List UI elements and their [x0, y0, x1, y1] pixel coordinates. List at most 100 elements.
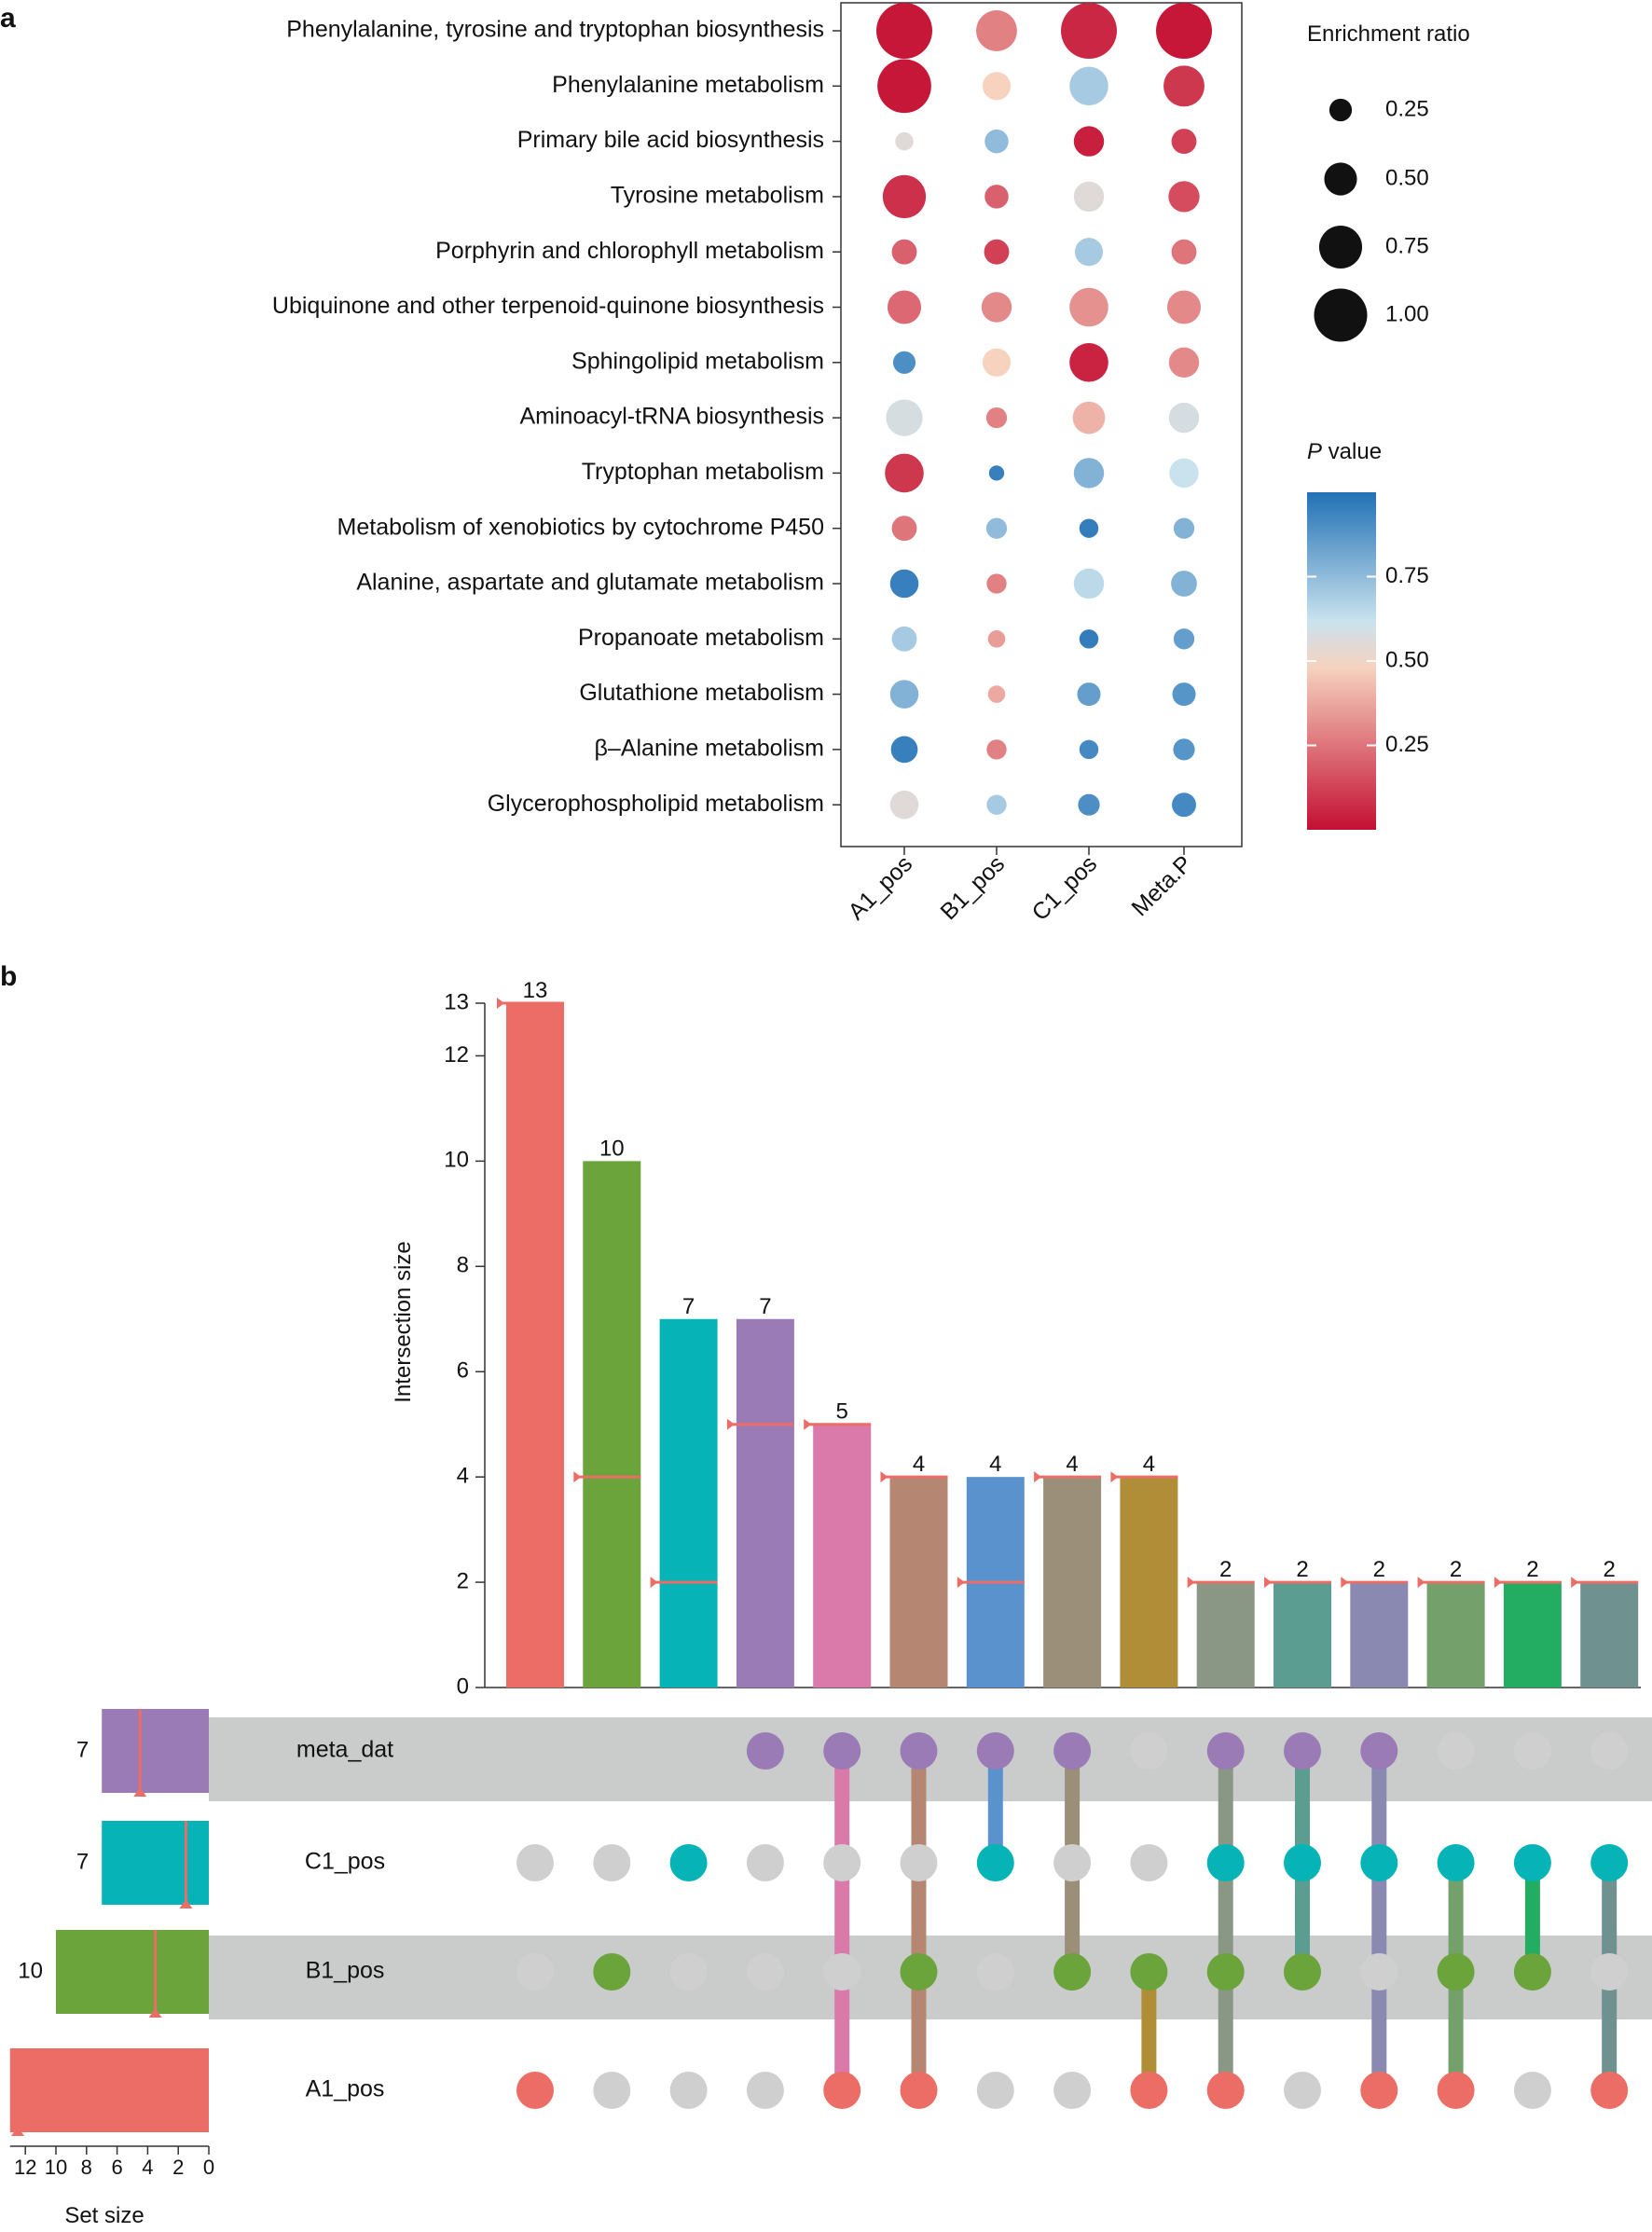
membership-dot-empty — [1437, 1732, 1475, 1770]
intersection-bar — [889, 1477, 948, 1688]
bubble-plot-frame — [840, 2, 1243, 847]
bubble-chart: Phenylalanine, tyrosine and tryptophan b… — [272, 2, 1243, 926]
bubble — [885, 453, 924, 493]
membership-connector — [1371, 1751, 1387, 2090]
pathway-label: Sphingolipid metabolism — [571, 348, 824, 374]
bar-value-label: 2 — [1604, 1557, 1616, 1582]
bubble — [889, 569, 919, 599]
membership-dot-active — [669, 1844, 708, 1881]
query-triangle — [1571, 1577, 1579, 1589]
y-tick-label: 12 — [444, 1042, 469, 1068]
set-size-tick-label: 12 — [14, 2156, 36, 2179]
set-size-bar — [102, 1709, 209, 1793]
bubble — [1073, 126, 1105, 157]
bubble — [1079, 518, 1099, 538]
set-size-tick-label: 10 — [45, 2156, 67, 2179]
pathway-label: Phenylalanine, tyrosine and tryptophan b… — [286, 17, 824, 43]
set-size-bar — [102, 1821, 209, 1905]
p-value-legend-title: P value — [1307, 439, 1382, 464]
membership-dot-empty — [976, 1953, 1014, 1991]
p-value-legend: P value 0.75 0.50 0.25 — [1307, 439, 1429, 830]
membership-dot-active — [1590, 2072, 1629, 2109]
membership-dot-empty — [516, 1953, 554, 1991]
bar-value-label: 2 — [1526, 1557, 1538, 1582]
colorbar-label: 0.50 — [1385, 647, 1429, 672]
query-triangle — [650, 1577, 658, 1589]
membership-dot-active — [1206, 1844, 1245, 1881]
membership-dot-empty — [900, 1844, 938, 1881]
membership-dot-empty — [1130, 1844, 1168, 1881]
set-query-triangle — [11, 2127, 24, 2136]
size-legend-label: 1.00 — [1385, 301, 1429, 326]
membership-dot-active — [1284, 1844, 1321, 1881]
membership-dot-empty — [516, 1844, 554, 1881]
bubble — [889, 790, 919, 820]
membership-dot-active — [1284, 1953, 1321, 1991]
bubble — [985, 406, 1008, 429]
pathway-label: Metabolism of xenobiotics by cytochrome … — [337, 514, 824, 540]
y-tick-label: 8 — [457, 1253, 469, 1278]
query-triangle — [573, 1471, 582, 1483]
bubble — [1073, 458, 1105, 489]
bubble — [1156, 3, 1212, 59]
query-triangle — [497, 998, 504, 1009]
membership-dot-active — [900, 1732, 938, 1770]
membership-dot-active — [823, 2072, 861, 2109]
panel-a-label: a — [0, 3, 16, 34]
pathway-label: Propanoate metabolism — [578, 625, 824, 651]
bubble — [1168, 402, 1200, 434]
pathway-label: Alanine, aspartate and glutamate metabol… — [356, 570, 824, 596]
intersection-bar — [1273, 1582, 1331, 1688]
bubble — [882, 174, 927, 218]
membership-dot-active — [1360, 1732, 1398, 1770]
query-triangle — [804, 1418, 812, 1430]
membership-dot-active — [900, 1953, 938, 1991]
membership-dot-empty — [1590, 1953, 1629, 1991]
query-triangle — [1264, 1577, 1272, 1589]
size-legend-dot — [1314, 288, 1368, 342]
size-legend-dot — [1328, 98, 1353, 122]
membership-dot-active — [1130, 2072, 1168, 2109]
membership-matrix: meta_dat C1_pos B1_pos A1_pos — [209, 1717, 1652, 2109]
colorbar-label: 0.75 — [1385, 563, 1429, 588]
membership-connector — [834, 1751, 850, 2090]
query-triangle — [957, 1577, 965, 1589]
membership-dot-active — [900, 2072, 938, 2109]
bubble — [1072, 401, 1106, 434]
membership-dot-active — [1206, 1732, 1245, 1770]
bubble — [982, 348, 1012, 377]
bubble — [1073, 181, 1105, 213]
bar-value-label: 4 — [1143, 1452, 1155, 1477]
bubble — [895, 131, 914, 151]
bar-value-label: 2 — [1219, 1557, 1232, 1582]
bubble — [987, 630, 1006, 648]
set-query-triangle — [179, 1899, 193, 1908]
membership-dot-empty — [593, 2072, 631, 2109]
set-size-bars: 7 7 10 12 10 8 6 4 2 0 — [9, 1709, 214, 2179]
enrichment-ratio-legend: Enrichment ratio 0.25 0.50 0.75 1.00 — [1307, 21, 1470, 342]
membership-dot-active — [1360, 2072, 1398, 2109]
y-tick-label: 13 — [444, 989, 469, 1014]
bubble — [1173, 517, 1195, 539]
bubble — [1078, 793, 1100, 816]
membership-dot-empty — [669, 2072, 708, 2109]
set-size-tick-label: 2 — [172, 2156, 184, 2179]
group-label: Meta.P — [1126, 850, 1197, 921]
bubble — [986, 794, 1007, 815]
bubbles — [876, 3, 1212, 820]
set-size-tick-label: 8 — [81, 2156, 92, 2179]
bubble — [986, 739, 1007, 760]
pathway-label: Porphyrin and chlorophyll metabolism — [435, 238, 824, 264]
membership-dot-active — [1437, 1953, 1475, 1991]
membership-dot-active — [593, 1953, 631, 1991]
query-triangle — [1341, 1577, 1349, 1589]
query-triangle — [880, 1471, 888, 1483]
membership-dot-active — [516, 2072, 554, 2109]
set-name-label: B1_pos — [306, 1958, 385, 1984]
pathway-label: Tryptophan metabolism — [582, 459, 824, 485]
bar-value-label: 2 — [1450, 1557, 1462, 1582]
membership-dot-active — [1284, 1732, 1321, 1770]
bubble — [887, 290, 922, 324]
membership-dot-empty — [1513, 2072, 1551, 2109]
